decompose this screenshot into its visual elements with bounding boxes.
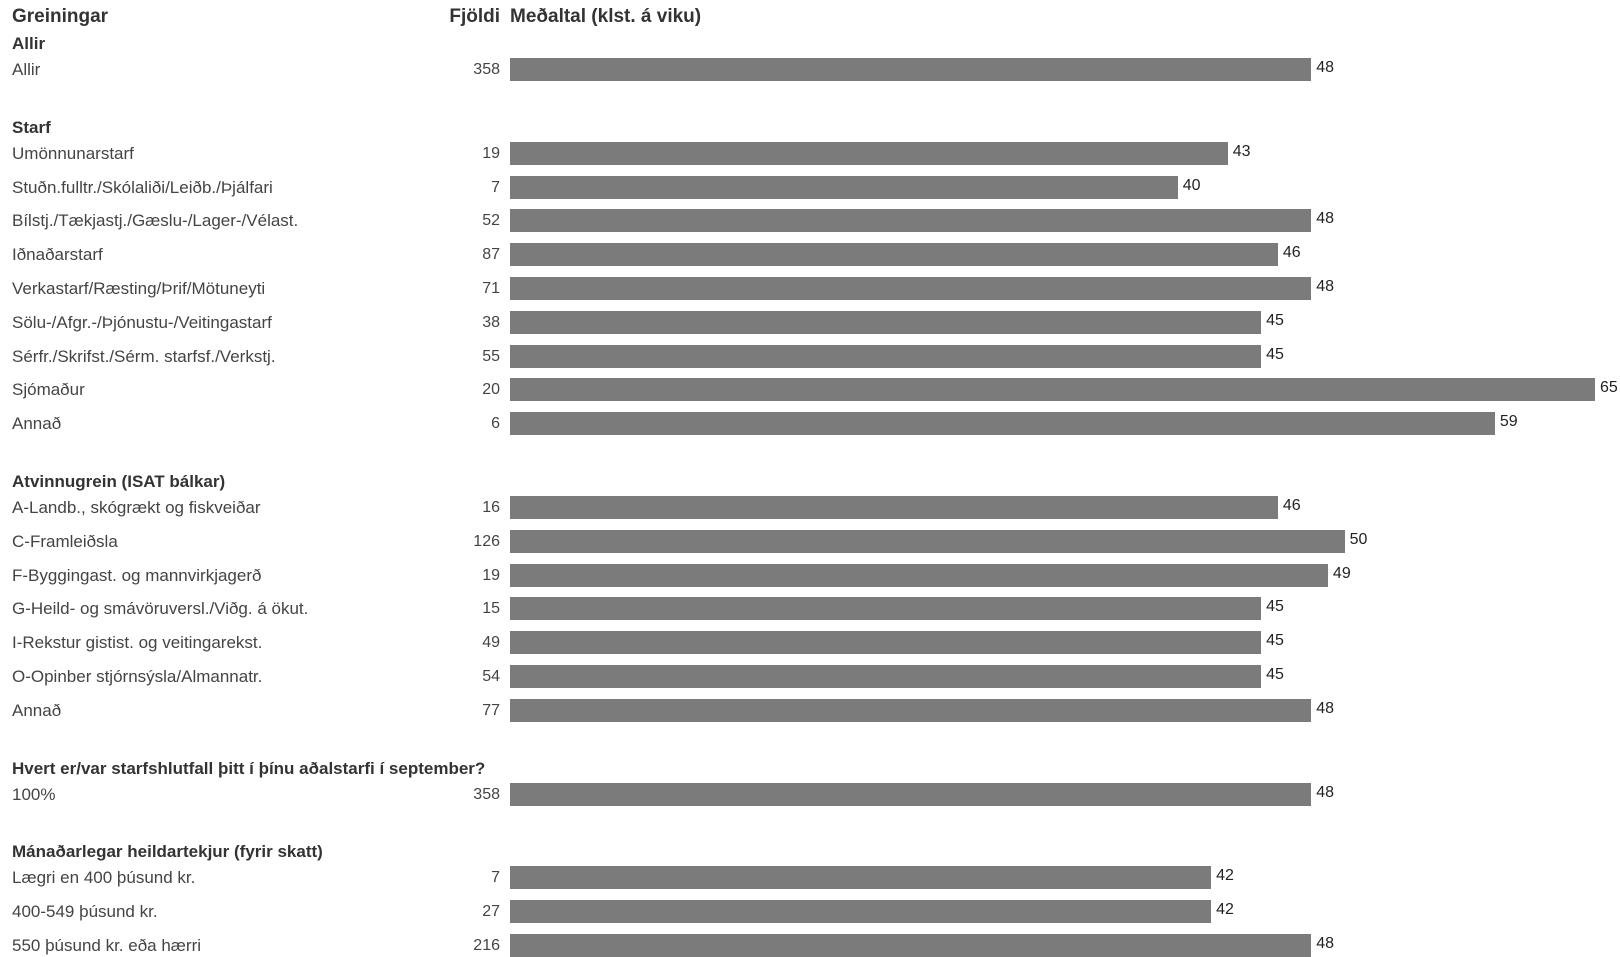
bar	[510, 665, 1262, 688]
bar	[510, 698, 1312, 722]
row-label: Iðnaðarstarf	[12, 245, 103, 265]
row-count: 55	[482, 347, 500, 365]
bar-value-label: 45	[1266, 311, 1284, 329]
row-count: 7	[491, 178, 500, 196]
bar	[510, 209, 1312, 233]
row-count: 77	[482, 701, 500, 719]
bar-value-label: 65	[1600, 379, 1618, 397]
row-count: 358	[473, 61, 500, 78]
bar	[510, 243, 1278, 267]
row-label: 550 þúsund kr. eða hærri	[12, 936, 202, 955]
row-label: 100%	[12, 784, 56, 804]
bar-value-label: 48	[1316, 210, 1335, 228]
bar	[510, 175, 1178, 199]
row-count: 19	[482, 566, 500, 584]
row-count: 52	[482, 212, 500, 230]
bar-value-label: 46	[1282, 244, 1301, 262]
bar	[510, 597, 1262, 621]
bar	[510, 900, 1212, 924]
bar-value-label: 48	[1316, 935, 1335, 952]
bar-value-label: 45	[1266, 666, 1284, 683]
count-column-header: Fjöldi	[449, 6, 500, 27]
bar-value-label: 45	[1266, 632, 1284, 650]
bar-value-label: 48	[1316, 783, 1335, 801]
row-count: 358	[473, 785, 500, 803]
bar	[510, 58, 1312, 81]
bar-value-label: 43	[1232, 142, 1251, 160]
row-count: 54	[482, 668, 500, 685]
group-title: Mánaðarlegar heildartekjur (fyrir skatt)	[12, 842, 323, 862]
bar	[510, 934, 1312, 957]
group-title: Hvert er/var starfshlutfall þitt í þínu …	[12, 758, 486, 778]
bar	[510, 529, 1345, 553]
row-count: 71	[482, 280, 500, 297]
bar-value-label: 50	[1349, 530, 1368, 548]
row-count: 6	[491, 415, 500, 433]
row-label: Stuðn.fulltr./Skólaliði/Leiðb./Þjálfari	[12, 177, 273, 197]
group-title: Atvinnugrein (ISAT bálkar)	[12, 472, 226, 491]
bar-value-label: 49	[1332, 564, 1351, 582]
bar-value-label: 45	[1266, 598, 1284, 616]
row-label: C-Framleiðsla	[12, 531, 118, 551]
bar	[510, 866, 1212, 890]
bar	[510, 310, 1262, 334]
bar	[510, 412, 1495, 436]
row-label: I-Rekstur gistist. og veitingarekst.	[12, 633, 263, 653]
row-count: 216	[473, 937, 500, 954]
row-label: O-Opinber stjórnsýsla/Almannatr.	[12, 667, 263, 686]
bar-value-label: 45	[1266, 345, 1284, 363]
row-label: 400-549 þúsund kr.	[12, 902, 158, 922]
row-count: 49	[482, 634, 500, 652]
bar	[510, 378, 1595, 402]
row-label: Umönnunarstarf	[12, 143, 134, 163]
bar	[510, 496, 1278, 519]
row-label: G-Heild- og smávöruversl./Viðg. á ökut.	[12, 599, 309, 619]
bar	[510, 782, 1312, 806]
row-label: Annað	[12, 414, 62, 434]
bar	[510, 563, 1328, 587]
group-title: Allir	[12, 34, 46, 53]
group-title: Starf	[12, 117, 51, 137]
bar-value-label: 48	[1316, 278, 1335, 295]
row-label: Lægri en 400 þúsund kr.	[12, 868, 196, 888]
row-count: 19	[482, 144, 500, 162]
bar	[510, 344, 1262, 368]
row-count: 15	[482, 600, 500, 618]
bar-value-label: 48	[1316, 59, 1335, 76]
bar-chart: Allir Allir 358 48 Starf Umönnunarstarf 19 43 St…	[12, 34, 1618, 957]
row-label: Verkastarf/Ræsting/Þrif/Mötuneyti	[12, 279, 266, 298]
bar-value-label: 42	[1216, 867, 1234, 885]
row-label: Allir	[12, 60, 41, 79]
row-label: A-Landb., skógrækt og fiskveiðar	[12, 498, 261, 517]
row-label: Annað	[12, 700, 62, 720]
row-label: Sölu-/Afgr.-/Þjónustu-/Veitingastarf	[12, 312, 272, 332]
row-label: Sérfr./Skrifst./Sérm. starfsf./Verkstj.	[12, 346, 276, 366]
bar-value-label: 46	[1282, 497, 1301, 514]
bar-value-label: 59	[1499, 413, 1518, 431]
bar-value-label: 42	[1216, 901, 1234, 919]
row-count: 16	[482, 499, 500, 516]
bar	[510, 141, 1228, 165]
bar	[510, 277, 1312, 300]
row-count: 7	[491, 869, 500, 887]
row-label: F-Byggingast. og mannvirkjagerð	[12, 565, 262, 585]
row-label: Bílstj./Tækjastj./Gæslu-/Lager-/Vélast.	[12, 211, 299, 231]
bar-value-label: 40	[1182, 176, 1201, 194]
row-count: 27	[482, 903, 500, 921]
value-column-header: Meðaltal (klst. á viku)	[510, 6, 702, 27]
row-label: Sjómaður	[12, 380, 85, 400]
row-count: 126	[473, 532, 500, 550]
bar-value-label: 48	[1316, 699, 1335, 717]
row-count: 20	[482, 381, 500, 399]
bar	[510, 631, 1262, 655]
row-count: 38	[482, 313, 500, 331]
row-count: 87	[482, 246, 500, 264]
label-column-header: Greiningar	[12, 6, 109, 27]
